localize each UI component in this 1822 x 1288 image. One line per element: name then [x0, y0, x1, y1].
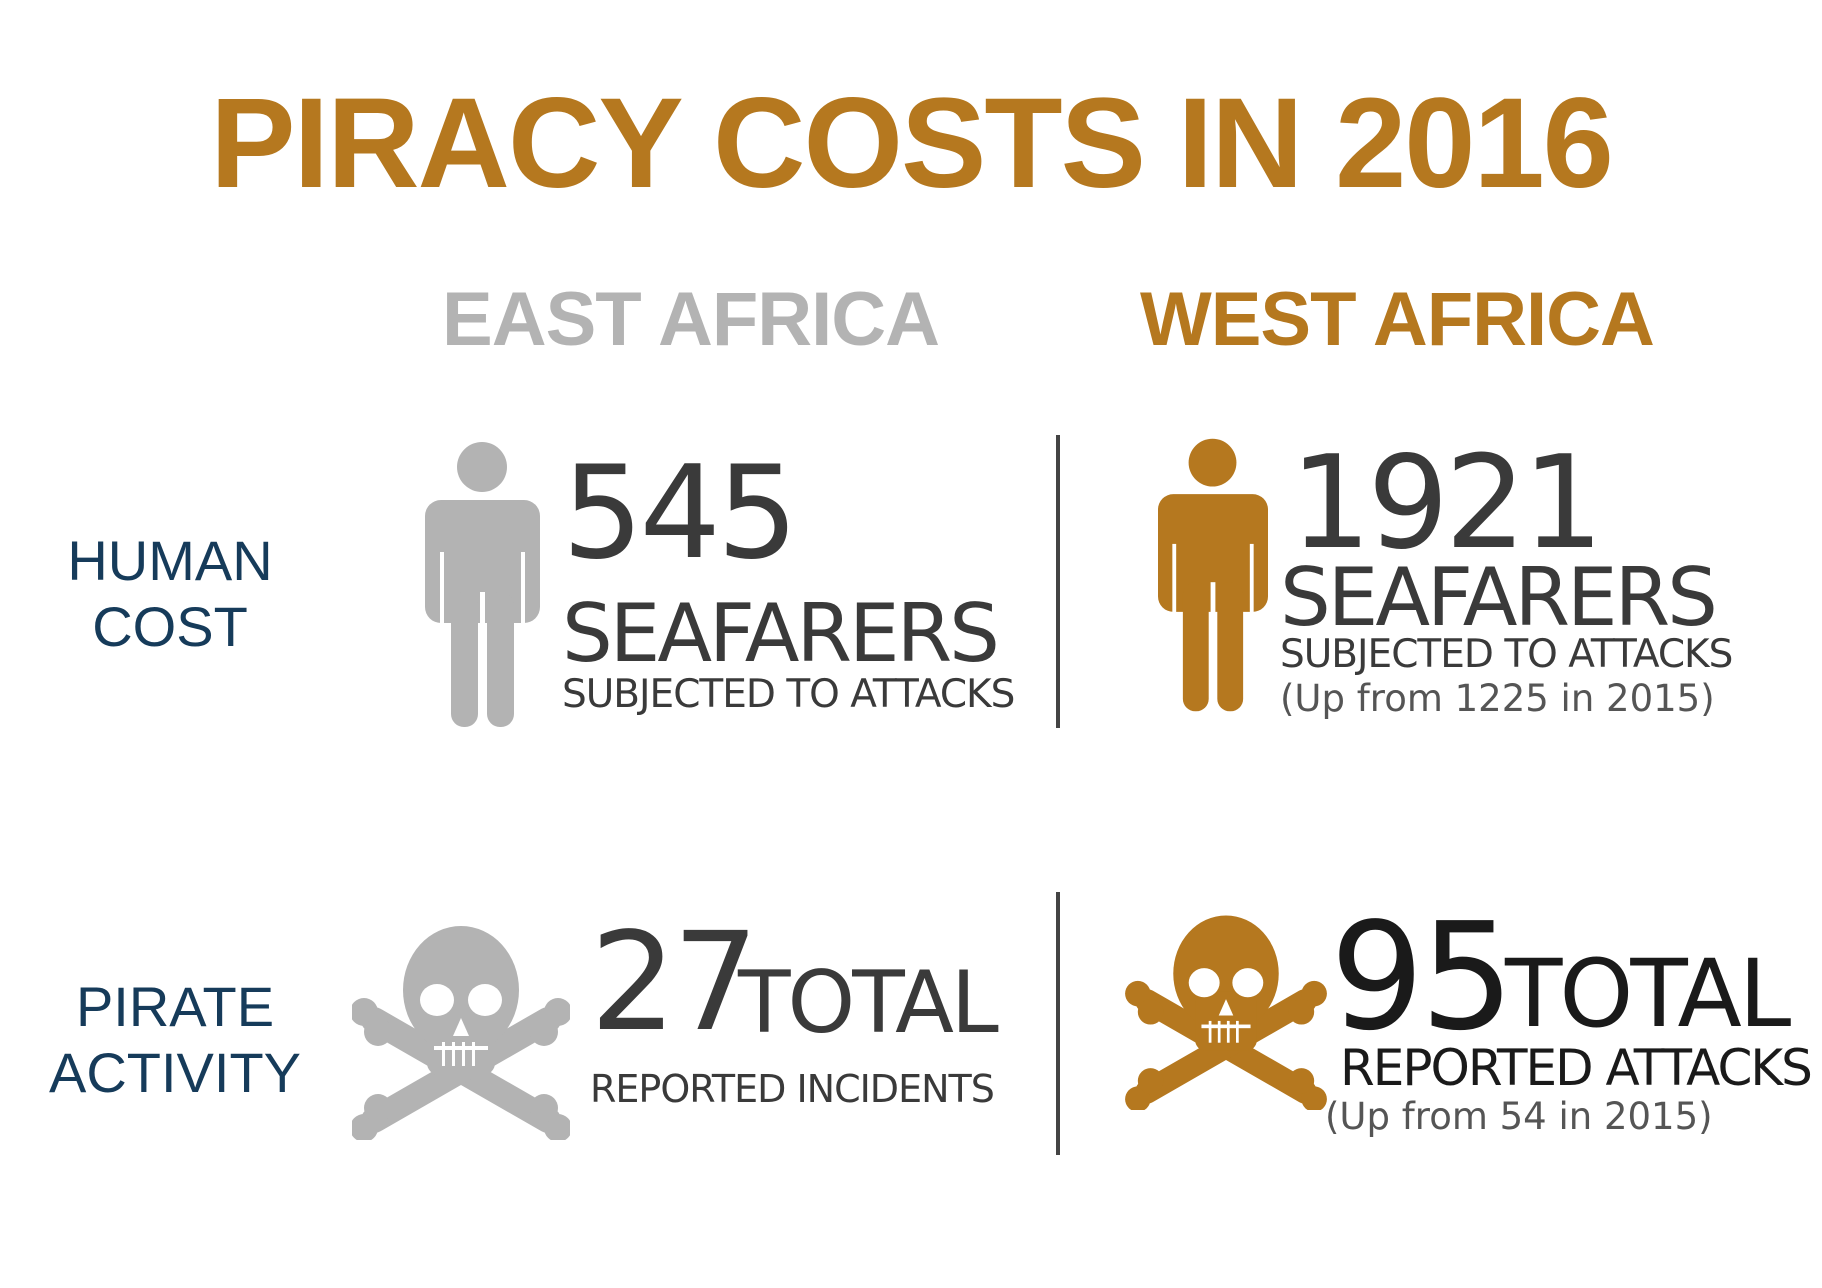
region-heading-west: WEST AFRICA — [1140, 277, 1655, 362]
west-seafarers-unit: SEAFARERS — [1280, 551, 1718, 644]
column-divider-bottom — [1056, 892, 1060, 1155]
west-attacks-note: (Up from 54 in 2015) — [1325, 1095, 1713, 1138]
west-attacks-caption: REPORTED ATTACKS — [1340, 1039, 1813, 1097]
east-incidents-caption: REPORTED INCIDENTS — [590, 1067, 995, 1111]
skull-crossbones-icon — [352, 926, 570, 1140]
east-seafarers-count: 545 — [562, 439, 798, 588]
west-attacks-count: 95 — [1330, 891, 1514, 1063]
person-icon — [1158, 438, 1268, 712]
west-seafarers-caption: SUBJECTED TO ATTACKS — [1280, 632, 1733, 677]
skull-crossbones-icon — [1125, 915, 1327, 1110]
region-heading-east: EAST AFRICA — [442, 277, 940, 362]
row-label-human-cost: HUMAN COST — [67, 529, 273, 659]
east-seafarers-caption: SUBJECTED TO ATTACKS — [562, 672, 1015, 717]
west-attacks-unit: TOTAL — [1505, 940, 1791, 1049]
east-incidents-unit: TOTAL — [738, 953, 999, 1053]
east-incidents-count: 27 — [590, 904, 759, 1062]
east-seafarers-unit: SEAFARERS — [562, 587, 1000, 680]
west-seafarers-note: (Up from 1225 in 2015) — [1280, 677, 1715, 720]
column-divider-top — [1056, 435, 1060, 728]
row-label-pirate-activity: PIRATE ACTIVITY — [48, 975, 302, 1105]
person-icon — [425, 442, 540, 727]
west-seafarers-count: 1921 — [1290, 429, 1604, 578]
page-title: PIRACY COSTS IN 2016 — [210, 72, 1614, 215]
